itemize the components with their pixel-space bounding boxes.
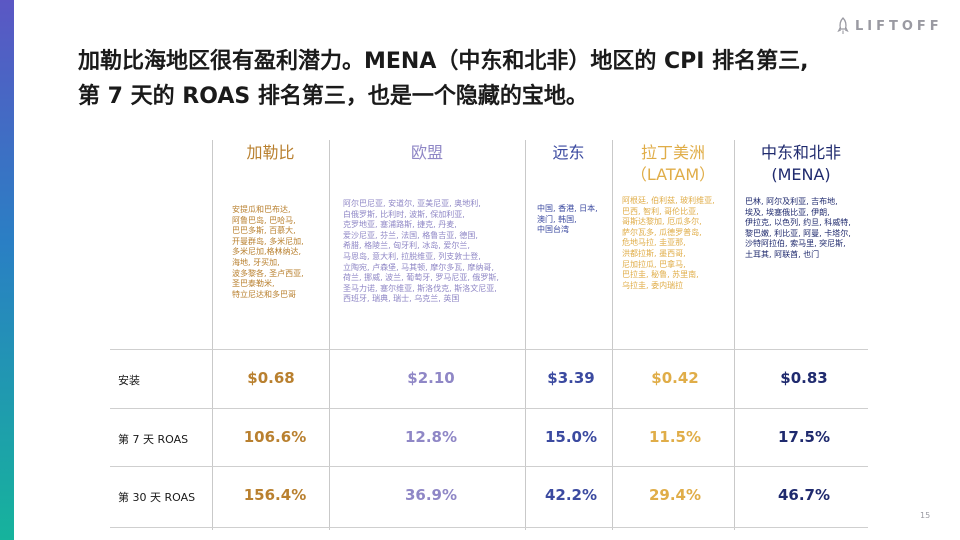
column-header-latam: 拉丁美洲 （LATAM） <box>612 142 734 186</box>
grid-vline-3 <box>525 140 526 530</box>
grid-vline-2 <box>329 140 330 530</box>
column-header-mena: 中东和北非 (MENA) <box>734 142 868 186</box>
column-name: 欧盟 <box>410 143 443 162</box>
cell-install-mena: $0.83 <box>780 369 828 387</box>
column-name: 中东和北非 <box>760 143 841 162</box>
country-list-caribbean: 安提瓜和巴布达, 阿鲁巴岛, 巴哈马, 巴巴多斯, 百慕大, 开曼群岛, 多米尼… <box>232 205 304 299</box>
country-list-far-east: 中国, 香港, 日本, 澳门, 韩国, 中国台湾 <box>537 204 598 235</box>
cell-day30-mena: 46.7% <box>777 486 831 504</box>
column-name: 远东 <box>552 143 585 162</box>
grid-hline-4 <box>110 527 868 528</box>
column-header-far-east: 远东 <box>525 142 612 164</box>
cell-day7-mena: 17.5% <box>777 428 831 446</box>
country-list-europe: 阿尔巴尼亚, 安道尔, 亚美尼亚, 奥地利, 白俄罗斯, 比利时, 波斯, 保加… <box>343 199 499 304</box>
cell-day30-latam: 29.4% <box>648 486 702 504</box>
grid-hline-3 <box>110 466 868 467</box>
column-header-caribbean: 加勒比 <box>212 142 329 164</box>
row-label-day30-roas: 第 30 天 ROAS <box>118 491 196 504</box>
grid-vline-5 <box>734 140 735 530</box>
cell-install-far-east: $3.39 <box>547 369 595 387</box>
cell-day30-far-east: 42.2% <box>544 486 598 504</box>
cell-day30-europe: 36.9% <box>404 486 458 504</box>
country-list-latam: 阿根廷, 伯利兹, 玻利维亚, 巴西, 智利, 哥伦比亚, 哥斯达黎加, 厄瓜多… <box>622 196 715 290</box>
cell-day7-latam: 11.5% <box>648 428 702 446</box>
title-line-2: 第 7 天的 ROAS 排名第三，也是一个隐藏的宝地。 <box>78 84 588 109</box>
column-name: 拉丁美洲 <box>640 143 705 162</box>
slide-title: 加勒比海地区很有盈利潜力。MENA（中东和北非）地区的 CPI 排名第三, 第 … <box>78 44 938 114</box>
cell-install-latam: $0.42 <box>651 369 699 387</box>
cell-day7-europe: 12.8% <box>404 428 458 446</box>
liftoff-logo: LIFTOFF <box>837 16 943 36</box>
cell-install-europe: $2.10 <box>407 369 455 387</box>
column-header-europe: 欧盟 <box>329 142 525 164</box>
page-number: 15 <box>920 511 931 520</box>
column-subtitle: (MENA) <box>771 165 831 184</box>
cell-day30-caribbean: 156.4% <box>243 486 307 504</box>
country-list-mena: 巴林, 阿尔及利亚, 吉布地, 埃及, 埃塞俄比亚, 伊朗, 伊拉克, 以色列,… <box>745 197 851 259</box>
rocket-icon <box>837 17 849 35</box>
grid-vline-4 <box>612 140 613 530</box>
grid-hline-2 <box>110 408 868 409</box>
cell-day7-caribbean: 106.6% <box>243 428 307 446</box>
logo-text: LIFTOFF <box>855 18 943 34</box>
column-subtitle: （LATAM） <box>630 165 716 184</box>
column-name: 加勒比 <box>246 143 295 162</box>
cell-install-caribbean: $0.68 <box>247 369 295 387</box>
grid-hline-1 <box>110 349 868 350</box>
grid-vline-1 <box>212 140 213 530</box>
title-line-1: 加勒比海地区很有盈利潜力。MENA（中东和北非）地区的 CPI 排名第三, <box>78 49 809 74</box>
row-label-install: 安装 <box>118 374 140 387</box>
accent-bar <box>0 0 14 540</box>
cell-day7-far-east: 15.0% <box>544 428 598 446</box>
row-label-day7-roas: 第 7 天 ROAS <box>118 433 189 446</box>
